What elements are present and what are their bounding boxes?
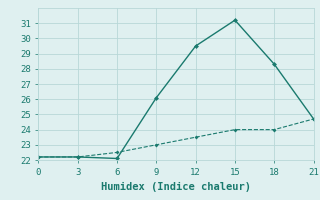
X-axis label: Humidex (Indice chaleur): Humidex (Indice chaleur) [101,182,251,192]
